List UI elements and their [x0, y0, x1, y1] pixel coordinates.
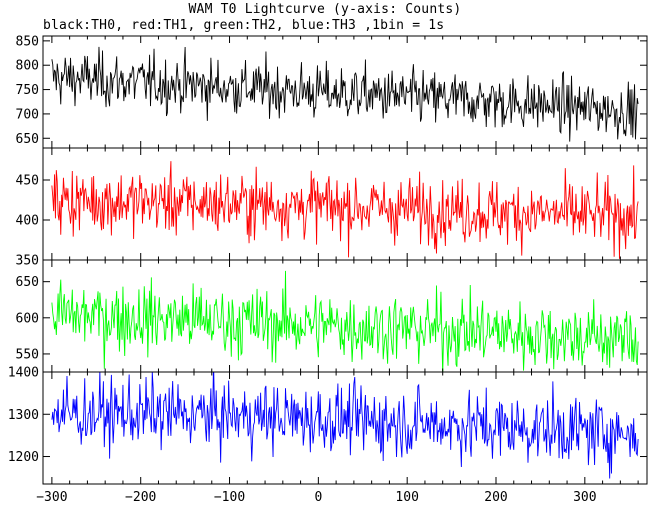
- panel-frame-th3: [42, 371, 648, 485]
- y-tick-label: 700: [16, 107, 39, 122]
- y-tick-label: 450: [16, 174, 39, 189]
- series-line-th0: [51, 46, 639, 142]
- y-tick-label: 550: [16, 347, 39, 362]
- y-tick-label: 850: [16, 34, 39, 49]
- x-tick-label: 200: [484, 490, 507, 505]
- y-tick-label: 1200: [8, 450, 39, 465]
- series-line-th1: [51, 161, 639, 259]
- chart-title: WAM T0 Lightcurve (y-axis: Counts): [188, 2, 462, 17]
- series-line-th3: [51, 372, 639, 479]
- x-tick-label: 300: [573, 490, 596, 505]
- x-tick-label: −100: [214, 490, 245, 505]
- x-tick-label: 100: [395, 490, 418, 505]
- x-tick-label: 0: [314, 490, 322, 505]
- x-tick-label: −300: [36, 490, 67, 505]
- y-tick-label: 1300: [8, 408, 39, 423]
- y-tick-label: 750: [16, 83, 39, 98]
- series-line-th2: [51, 270, 639, 372]
- y-tick-label: 350: [16, 254, 39, 269]
- chart-subtitle: black:TH0, red:TH1, green:TH2, blue:TH3 …: [43, 18, 445, 33]
- y-tick-label: 1400: [8, 366, 39, 381]
- y-tick-label: 800: [16, 59, 39, 74]
- y-tick-label: 400: [16, 214, 39, 229]
- x-tick-label: −200: [125, 490, 156, 505]
- y-tick-label: 600: [16, 311, 39, 326]
- y-tick-label: 650: [16, 275, 39, 290]
- y-tick-label: 650: [16, 132, 39, 147]
